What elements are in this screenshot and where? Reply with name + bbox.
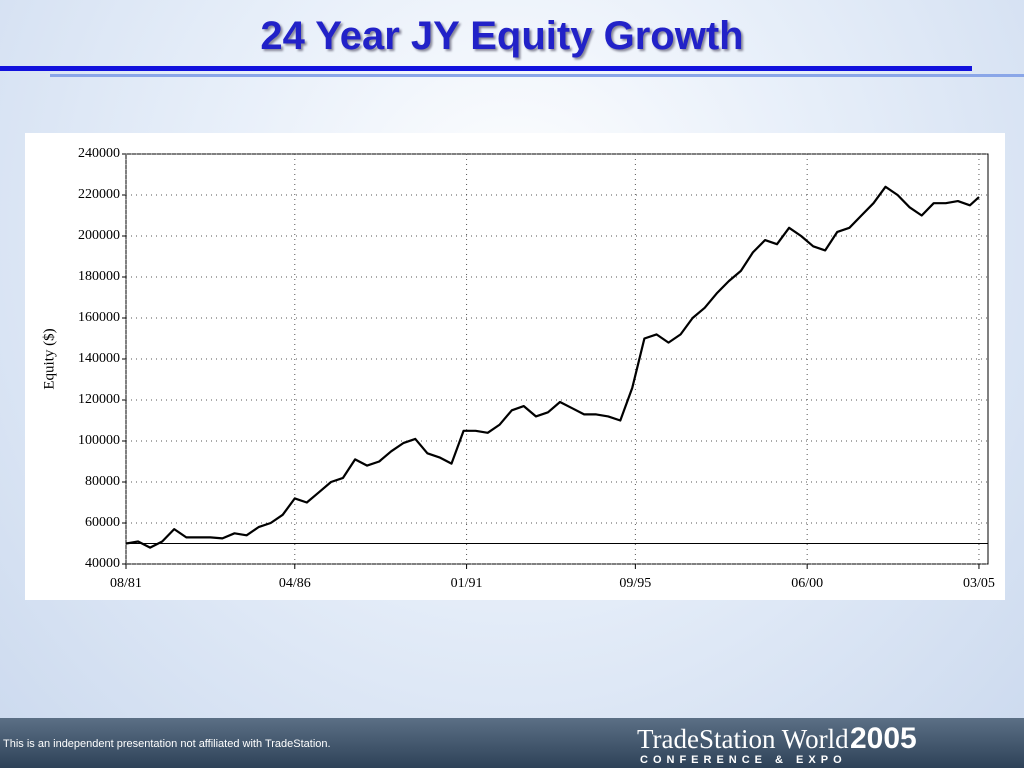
y-tick-label: 160000	[78, 310, 120, 325]
chart-panel	[25, 133, 1005, 600]
title-rule	[0, 66, 972, 71]
logo-name: TradeStation World	[637, 724, 849, 754]
y-tick-label: 240000	[78, 146, 120, 161]
x-tick-label: 04/86	[279, 576, 311, 591]
y-tick-label: 220000	[78, 187, 120, 202]
x-tick-label: 06/00	[791, 576, 823, 591]
x-tick-label: 01/91	[451, 576, 483, 591]
title-rule-light	[50, 74, 1024, 77]
x-tick-label: 03/05	[963, 576, 995, 591]
footer: This is an independent presentation not …	[0, 718, 1024, 768]
y-tick-label: 180000	[78, 269, 120, 284]
y-tick-label: 100000	[78, 433, 120, 448]
y-tick-label: 60000	[85, 515, 120, 530]
x-tick-label: 08/81	[110, 576, 142, 591]
slide-title: 24 Year JY Equity Growth	[260, 14, 744, 58]
logo-year: 2005	[850, 722, 917, 755]
x-tick-label: 09/95	[619, 576, 651, 591]
equity-line	[125, 185, 980, 549]
y-tick-label: 200000	[78, 228, 120, 243]
y-tick-label: 80000	[85, 474, 120, 489]
y-axis-label: Equity ($)	[41, 328, 57, 389]
disclaimer: This is an independent presentation not …	[3, 738, 331, 750]
logo-subtitle: CONFERENCE & EXPO	[640, 754, 847, 766]
y-tick-label: 40000	[85, 556, 120, 571]
y-tick-label: 120000	[78, 392, 120, 407]
y-tick-label: 140000	[78, 351, 120, 366]
